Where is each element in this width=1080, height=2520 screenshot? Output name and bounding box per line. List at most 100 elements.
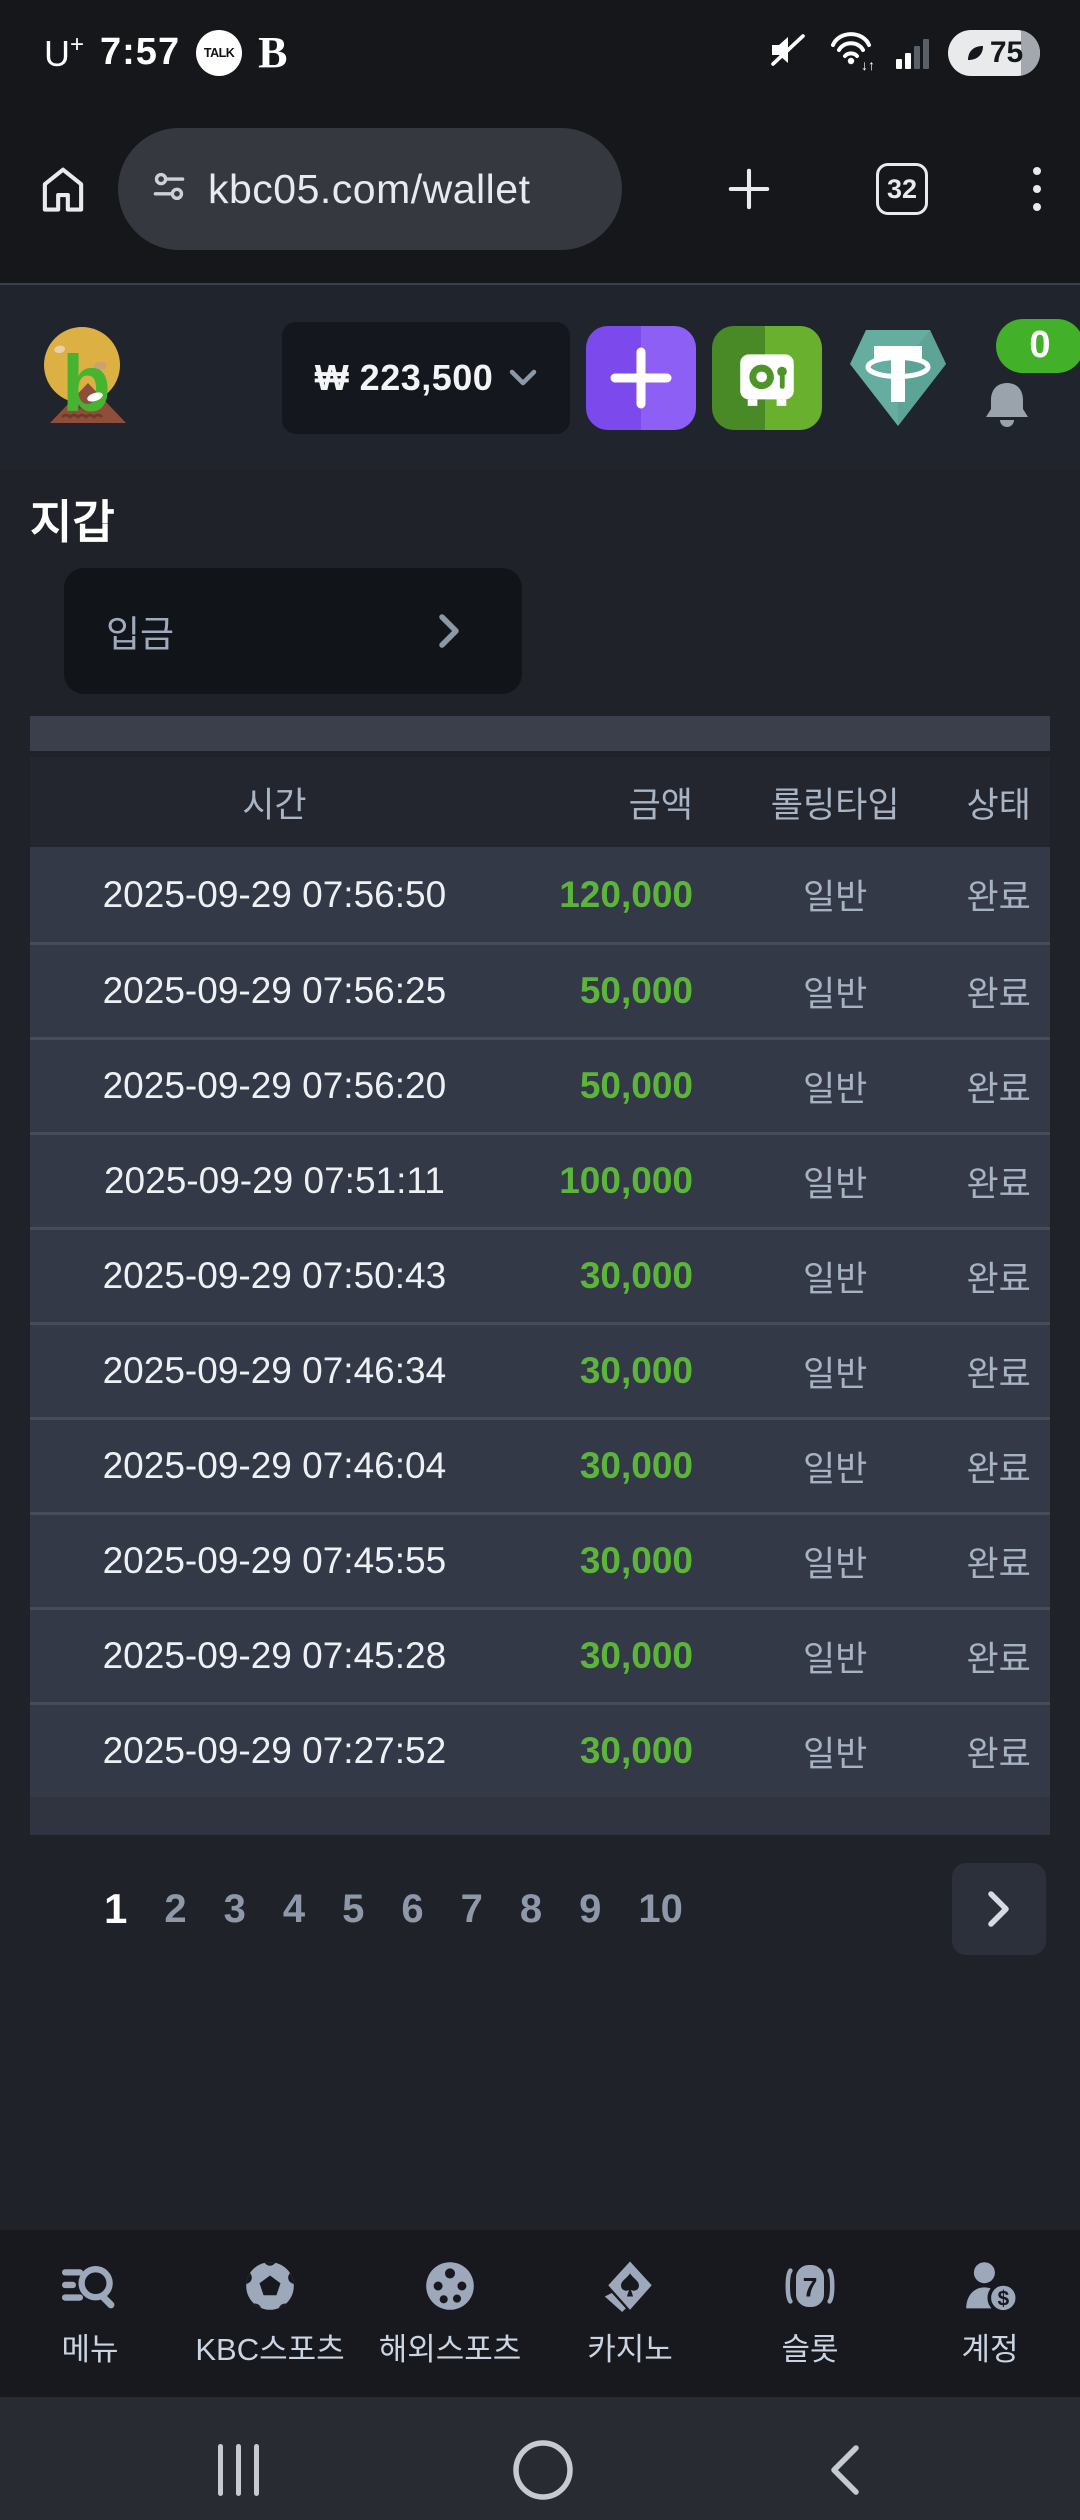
- cell-amount: 50,000: [579, 970, 693, 1011]
- table-row: 2025-09-29 07:45:28 30,000 일반 완료: [30, 1607, 1050, 1702]
- home-button-android[interactable]: [505, 2437, 581, 2503]
- vault-button[interactable]: [712, 325, 822, 430]
- tab-switcher-button[interactable]: 32: [876, 163, 928, 215]
- cell-time: 2025-09-29 07:56:50: [102, 873, 447, 915]
- cell-time: 2025-09-29 07:56:25: [102, 970, 447, 1011]
- cell-status: 완료: [966, 1734, 1031, 1774]
- site-header: b ₩ 223,500: [0, 283, 1080, 470]
- deposit-label: 입금: [106, 614, 175, 655]
- svg-text:$: $: [997, 2288, 1009, 2311]
- nav-item-kbc-sports[interactable]: KBC스포츠: [180, 2230, 360, 2397]
- table-row: 2025-09-29 07:56:25 50,000 일반 완료: [30, 942, 1050, 1037]
- page-button-5[interactable]: 5: [342, 1886, 365, 1931]
- account-coin-icon: $: [966, 2262, 1019, 2314]
- nav-item-slots[interactable]: 7 슬롯: [720, 2230, 900, 2397]
- cell-amount: 30,000: [579, 1635, 693, 1676]
- page-button-4[interactable]: 4: [282, 1886, 306, 1931]
- safe-icon: [740, 353, 794, 406]
- page-button-1[interactable]: 1: [104, 1885, 128, 1932]
- nav-item-casino[interactable]: 카지노: [540, 2230, 720, 2397]
- wifi-icon: ↓↑: [828, 28, 878, 77]
- cell-rolling-type: 일반: [802, 1639, 868, 1679]
- cell-status: 완료: [966, 1544, 1031, 1584]
- site-logo[interactable]: b: [38, 323, 138, 432]
- site-settings-icon[interactable]: [152, 170, 186, 209]
- table-top-strip: [30, 716, 1050, 751]
- notifications-button[interactable]: 0: [974, 318, 1080, 437]
- home-button[interactable]: [34, 160, 92, 218]
- cell-amount: 30,000: [579, 1350, 693, 1391]
- bell-icon: [986, 382, 1028, 427]
- cell-rolling-type: 일반: [802, 1449, 868, 1489]
- pagination: 1 2 3 4 5 6 7 8 9 10: [30, 1863, 1050, 1955]
- page-button-2[interactable]: 2: [164, 1886, 187, 1931]
- casino-diamond-icon: [604, 2261, 652, 2313]
- page-button-10[interactable]: 10: [638, 1886, 683, 1931]
- cell-time: 2025-09-29 07:27:52: [102, 1730, 447, 1771]
- tab-count: 32: [886, 173, 918, 204]
- nav-label: KBC스포츠: [195, 2332, 345, 2367]
- cell-status: 완료: [966, 1449, 1031, 1489]
- cell-time: 2025-09-29 07:51:11: [103, 1160, 445, 1201]
- cell-rolling-type: 일반: [802, 1734, 868, 1774]
- col-header-amount: 금액: [628, 785, 693, 825]
- nav-label: 슬롯: [781, 2332, 839, 2367]
- recents-button[interactable]: [210, 2441, 268, 2499]
- page-button-9[interactable]: 9: [579, 1886, 602, 1931]
- nav-item-menu[interactable]: 메뉴: [0, 2230, 180, 2397]
- next-page-button[interactable]: [952, 1863, 1046, 1955]
- status-left: U+ 7:57 TALK B: [44, 27, 287, 78]
- cell-rolling-type: 일반: [802, 974, 868, 1014]
- svg-text:b: b: [62, 339, 111, 427]
- tether-icon: [850, 329, 946, 426]
- new-tab-button[interactable]: [724, 164, 774, 214]
- page-title: 지갑: [30, 496, 115, 548]
- menu-search-icon: [62, 2266, 115, 2309]
- page-button-3[interactable]: 3: [223, 1886, 246, 1931]
- deposit-add-button[interactable]: [586, 325, 696, 430]
- svg-text:↓↑: ↓↑: [861, 57, 875, 72]
- cell-status: 완료: [966, 1164, 1031, 1204]
- table-body: 2025-09-29 07:56:50 120,000 일반 완료 2025-0…: [30, 847, 1050, 1797]
- cell-amount: 120,000: [559, 873, 693, 915]
- page-button-7[interactable]: 7: [460, 1886, 483, 1931]
- balance-dropdown[interactable]: ₩ 223,500: [282, 321, 570, 434]
- col-header-rolling-type: 롤링타입: [770, 785, 900, 825]
- battery-saver-leaf-icon: [967, 45, 983, 60]
- cell-status: 완료: [966, 1354, 1031, 1394]
- signal-strength-icon: [896, 30, 930, 75]
- cell-status: 완료: [966, 878, 1031, 917]
- overseas-ball-icon: [426, 2262, 474, 2310]
- cell-rolling-type: 일반: [802, 1069, 868, 1109]
- browser-toolbar: kbc05.com/wallet 32: [0, 95, 1080, 283]
- back-button[interactable]: [818, 2441, 870, 2499]
- url-text: kbc05.com/wallet: [208, 165, 531, 212]
- page-button-8[interactable]: 8: [519, 1886, 543, 1931]
- cell-status: 완료: [966, 974, 1031, 1014]
- status-right: ↓↑ 75: [766, 28, 1040, 77]
- cell-rolling-type: 일반: [802, 878, 868, 917]
- cell-rolling-type: 일반: [802, 1164, 868, 1204]
- table-row: 2025-09-29 07:56:50 120,000 일반 완료: [30, 847, 1050, 942]
- table-header-row: 시간 금액 롤링타입 상태: [30, 757, 1050, 847]
- svg-text:7: 7: [803, 2273, 818, 2303]
- nav-label: 카지노: [587, 2332, 673, 2367]
- cell-rolling-type: 일반: [802, 1259, 868, 1299]
- deposit-link-card[interactable]: 입금: [64, 568, 522, 694]
- nav-item-account[interactable]: $ 계정: [900, 2230, 1080, 2397]
- cell-status: 완료: [966, 1639, 1031, 1679]
- tether-button[interactable]: [838, 326, 958, 430]
- table-footer-strip: [30, 1797, 1050, 1835]
- cell-status: 완료: [966, 1259, 1031, 1299]
- nav-item-overseas-sports[interactable]: 해외스포츠: [360, 2230, 540, 2397]
- nav-label: 해외스포츠: [378, 2332, 522, 2367]
- cell-time: 2025-09-29 07:46:04: [102, 1445, 447, 1486]
- col-header-status: 상태: [966, 785, 1031, 825]
- page-button-6[interactable]: 6: [401, 1886, 424, 1931]
- cell-rolling-type: 일반: [802, 1354, 868, 1394]
- browser-menu-button[interactable]: [1030, 163, 1044, 215]
- table-row: 2025-09-29 07:56:20 50,000 일반 완료: [30, 1037, 1050, 1132]
- address-bar[interactable]: kbc05.com/wallet: [118, 128, 622, 250]
- chevron-right-icon: [988, 1891, 1009, 1927]
